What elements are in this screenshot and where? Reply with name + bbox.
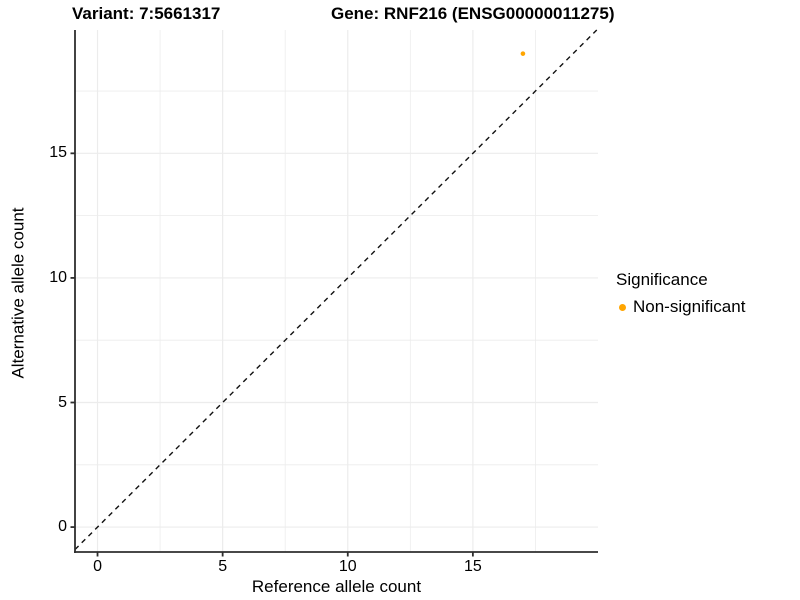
legend-title: Significance	[616, 270, 708, 289]
x-tick-label: 15	[463, 558, 482, 575]
data-point	[520, 51, 526, 56]
identity-dashed-line	[74, 29, 598, 551]
legend-item-label: Non-significant	[633, 297, 746, 316]
x-tick-label: 10	[338, 558, 357, 575]
legend-point-icon	[619, 303, 626, 311]
y-tick-label: 0	[58, 518, 67, 536]
legend-item-non-significant: Non-significant	[616, 297, 745, 317]
legend: Significance Non-significant	[616, 270, 745, 317]
plot-title-row: Variant: 7:5661317 Gene: RNF216 (ENSG000…	[0, 4, 800, 28]
gene-title: Gene: RNF216 (ENSG00000011275)	[331, 4, 615, 23]
y-tick-label: 15	[49, 144, 67, 162]
variant-title: Variant: 7:5661317	[72, 4, 221, 23]
y-tick-label: 5	[58, 393, 67, 411]
x-tick-label: 0	[93, 558, 102, 575]
y-tick-label: 10	[49, 268, 67, 286]
x-axis-title: Reference allele count	[251, 577, 422, 596]
y-axis-title: Alternative allele count	[8, 207, 28, 379]
x-tick-label: 5	[218, 558, 228, 575]
